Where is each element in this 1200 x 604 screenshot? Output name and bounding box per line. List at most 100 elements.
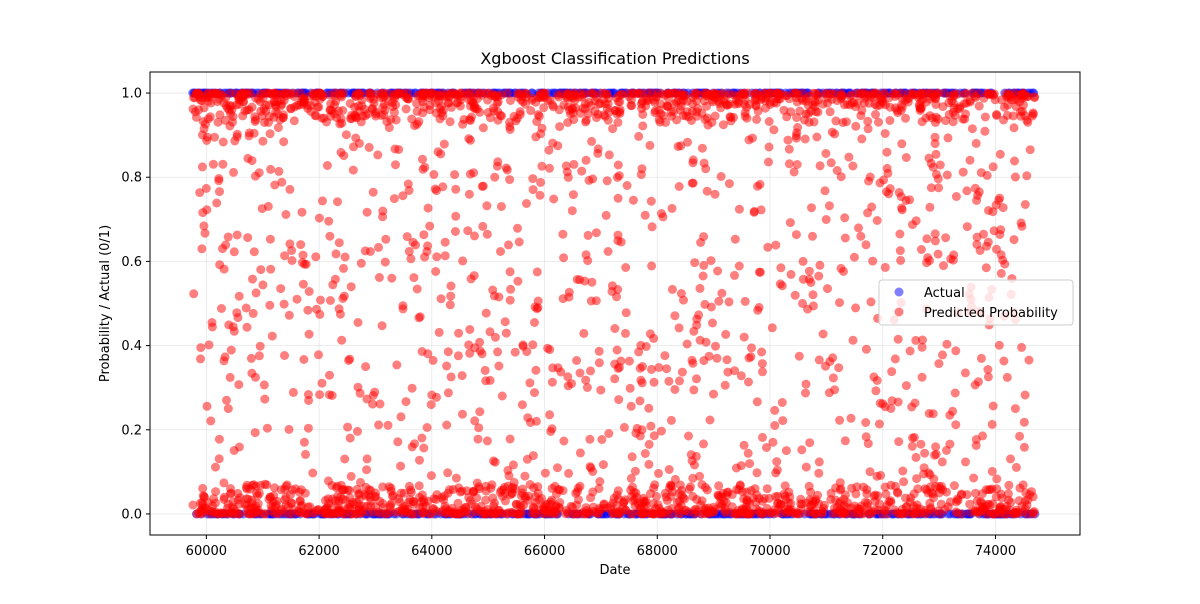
predicted-point xyxy=(767,323,777,333)
predicted-point xyxy=(339,263,348,273)
predicted-point xyxy=(987,419,997,429)
predicted-point xyxy=(699,439,708,449)
predicted-point xyxy=(702,485,712,495)
predicted-point xyxy=(870,505,880,515)
predicted-point xyxy=(683,137,692,147)
predicted-point xyxy=(433,147,443,157)
predicted-point xyxy=(884,497,894,507)
predicted-point xyxy=(689,385,699,395)
x-tick-label: 72000 xyxy=(862,544,903,559)
predicted-point xyxy=(436,294,446,304)
predicted-point xyxy=(745,499,755,509)
predicted-point xyxy=(801,388,810,398)
predicted-point xyxy=(226,345,236,355)
x-tick-label: 68000 xyxy=(637,544,678,559)
predicted-point xyxy=(614,91,624,101)
predicted-point xyxy=(641,342,651,351)
predicted-point xyxy=(835,298,844,308)
predicted-point xyxy=(688,155,698,165)
predicted-point xyxy=(971,138,981,148)
predicted-point xyxy=(840,233,850,243)
predicted-point xyxy=(311,252,321,262)
predicted-point xyxy=(563,381,573,391)
predicted-point xyxy=(285,239,295,249)
predicted-point xyxy=(218,159,228,169)
predicted-point xyxy=(500,488,510,498)
predicted-point xyxy=(933,174,943,184)
predicted-point xyxy=(244,105,254,115)
predicted-point xyxy=(545,410,555,420)
predicted-point xyxy=(481,486,491,496)
predicted-point xyxy=(258,136,268,146)
predicted-point xyxy=(381,234,391,244)
predicted-point xyxy=(475,407,485,417)
predicted-point xyxy=(727,502,737,512)
predicted-point xyxy=(684,484,694,494)
predicted-point xyxy=(314,213,324,223)
predicted-point xyxy=(755,267,765,277)
predicted-point xyxy=(744,353,754,363)
predicted-point xyxy=(458,256,468,266)
predicted-point xyxy=(791,509,801,519)
predicted-point xyxy=(581,155,591,165)
predicted-point xyxy=(647,261,657,271)
predicted-point xyxy=(1017,501,1027,511)
predicted-point xyxy=(189,289,199,299)
predicted-point xyxy=(873,491,883,501)
predicted-point xyxy=(407,383,417,393)
predicted-point xyxy=(384,123,394,133)
predicted-point xyxy=(532,267,542,277)
predicted-point xyxy=(972,196,982,205)
predicted-point xyxy=(942,339,952,349)
predicted-point xyxy=(223,232,233,242)
predicted-point xyxy=(884,189,894,199)
predicted-point xyxy=(281,492,291,502)
predicted-point xyxy=(199,221,209,231)
predicted-point xyxy=(791,230,801,240)
predicted-point xyxy=(960,99,969,109)
predicted-point xyxy=(702,186,712,196)
predicted-point xyxy=(948,117,958,127)
predicted-point xyxy=(470,102,480,112)
predicted-point xyxy=(504,240,513,250)
predicted-point xyxy=(1019,417,1029,427)
predicted-point xyxy=(214,454,224,464)
predicted-point xyxy=(897,203,907,213)
predicted-point xyxy=(872,216,882,225)
predicted-point xyxy=(1029,92,1039,102)
predicted-point xyxy=(771,98,781,108)
predicted-point xyxy=(584,175,594,185)
predicted-point xyxy=(200,228,210,238)
predicted-point xyxy=(885,116,895,125)
predicted-point xyxy=(746,486,756,495)
predicted-point xyxy=(789,167,799,177)
predicted-point xyxy=(454,328,464,338)
predicted-point xyxy=(808,290,818,300)
predicted-point xyxy=(549,194,559,204)
predicted-point xyxy=(344,485,354,495)
predicted-point xyxy=(604,150,614,160)
predicted-point xyxy=(713,266,723,276)
predicted-point xyxy=(575,368,585,378)
predicted-point xyxy=(331,249,341,259)
predicted-point xyxy=(699,260,709,270)
predicted-point xyxy=(895,246,905,256)
predicted-point xyxy=(602,176,612,186)
predicted-point xyxy=(496,202,506,211)
predicted-point xyxy=(821,215,831,224)
predicted-point xyxy=(674,182,684,191)
predicted-point xyxy=(982,170,992,180)
predicted-point xyxy=(907,441,917,451)
predicted-point xyxy=(893,334,903,344)
predicted-point xyxy=(1016,111,1026,121)
predicted-point xyxy=(537,123,547,133)
predicted-point xyxy=(446,281,456,291)
predicted-point xyxy=(687,355,697,365)
predicted-point xyxy=(528,340,538,350)
predicted-point xyxy=(529,483,539,493)
predicted-point xyxy=(1019,442,1029,452)
predicted-point xyxy=(654,503,664,513)
predicted-point xyxy=(396,412,406,422)
predicted-point xyxy=(211,487,221,497)
predicted-point xyxy=(627,101,637,111)
